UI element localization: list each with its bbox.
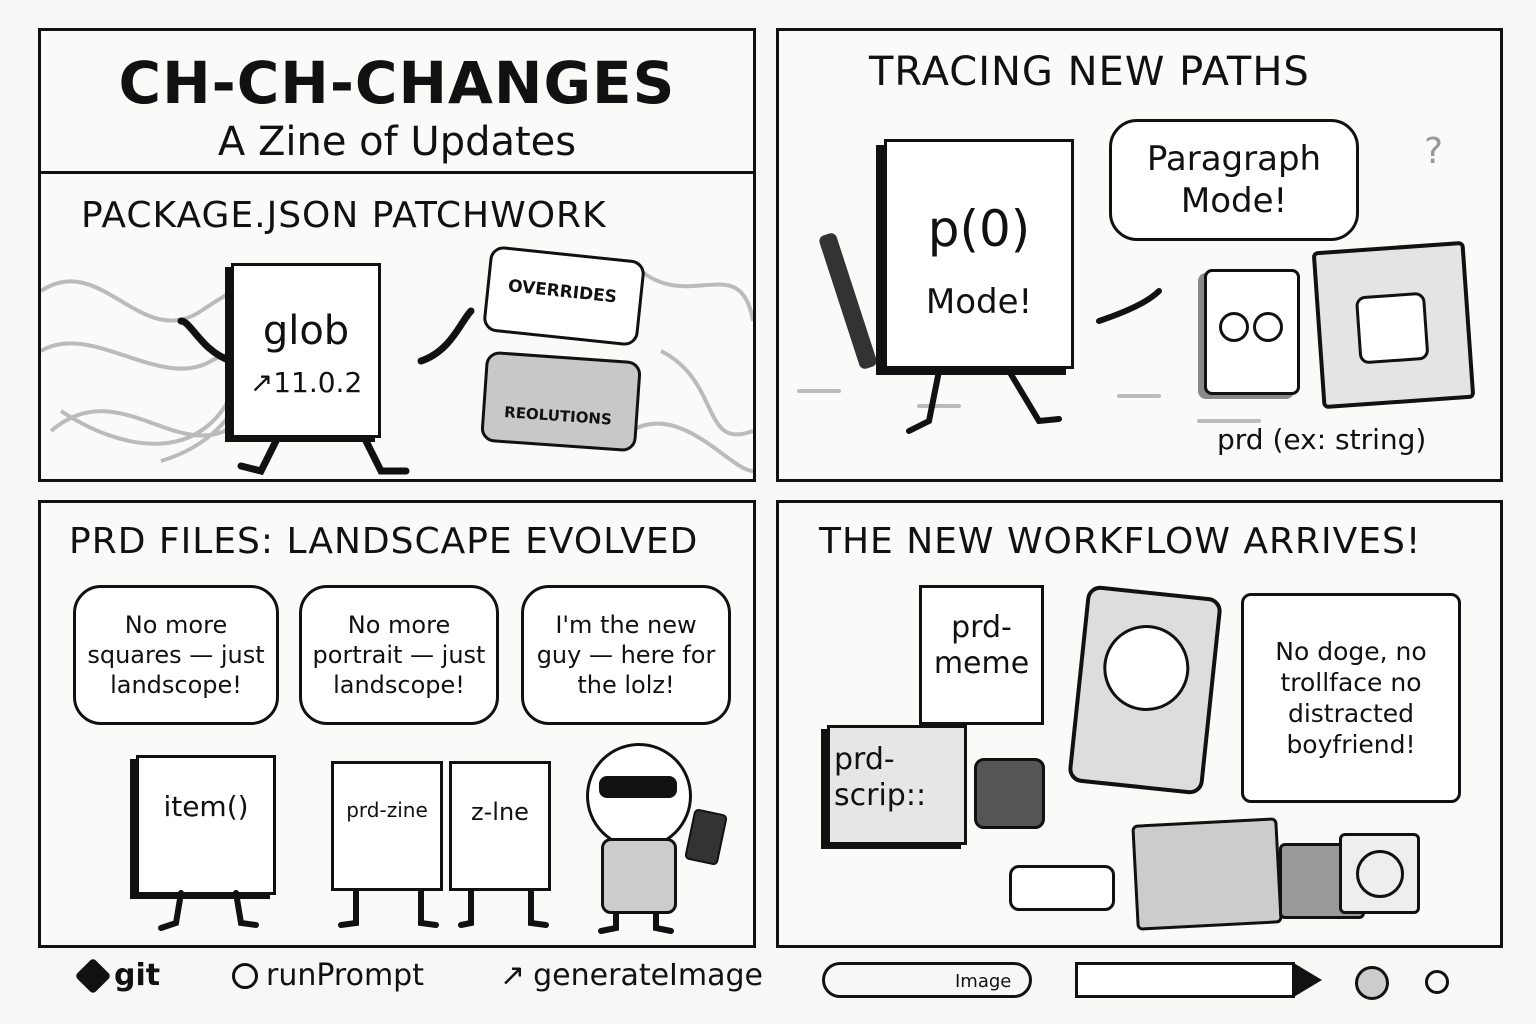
bubble-portrait: No more portrait — just landscope! xyxy=(299,585,499,725)
walker-legs xyxy=(906,288,1162,434)
progress-arrow xyxy=(1075,962,1295,998)
phone-icon xyxy=(683,808,729,866)
item-doc: item() xyxy=(136,755,276,895)
git-icon xyxy=(74,957,112,994)
arrow-tip-icon xyxy=(1292,962,1322,998)
generate-image-label: generateImage xyxy=(533,958,764,993)
image-capsule: Image xyxy=(822,962,1032,998)
panel-tracing: TRACING NEW PATHS p(0) Mode! Paragraph M… xyxy=(776,28,1503,482)
zine-title: CH-CH-CHANGES xyxy=(118,49,676,117)
frame-character xyxy=(1311,240,1476,410)
footer-git: git xyxy=(74,957,161,994)
pencil-icon xyxy=(817,231,879,371)
footer-run-prompt: runPrompt xyxy=(232,958,424,993)
prd-zine-doc-label: prd-zine xyxy=(346,798,428,822)
bird-icon xyxy=(1425,970,1449,994)
item-doc-label: item() xyxy=(163,790,249,823)
git-label: git xyxy=(114,958,161,993)
z-lne-doc-label: z-lne xyxy=(471,798,529,826)
phone-screen xyxy=(1067,584,1223,796)
path-dashes xyxy=(797,389,1261,423)
p0-doc: p(0) Mode! xyxy=(884,139,1074,369)
puzzle-reolutions: REOLUTIONS xyxy=(480,350,642,453)
question-mark: ? xyxy=(1424,131,1444,172)
zine-subtitle: A Zine of Updates xyxy=(217,119,577,165)
panel2-heading: TRACING NEW PATHS xyxy=(869,49,1310,95)
arrow-icon: ↗ xyxy=(500,958,526,993)
glob-doc: glob ↗11.0.2 xyxy=(231,263,381,438)
glob-doc-version: ↗11.0.2 xyxy=(249,366,363,399)
footer-generate-image: ↗ generateImage xyxy=(500,958,763,993)
prd-meme-note: prd- meme xyxy=(919,585,1044,725)
prd-meme-label: prd- meme xyxy=(933,610,1030,681)
sunglasses-icon xyxy=(599,776,677,798)
grin-face-icon xyxy=(1099,620,1194,716)
glob-doc-legs xyxy=(177,307,475,476)
panel3-heading: PRD FILES: LANDSCAPE EVOLVED xyxy=(69,521,699,562)
monkey-icon xyxy=(1355,966,1389,1000)
p0-doc-line1: p(0) xyxy=(927,200,1031,258)
sunglasses-guy-body xyxy=(601,838,677,914)
scroll-note: No doge, no trollface no distracted boyf… xyxy=(1241,593,1461,803)
bubble-new-guy: I'm the new guy — here for the lolz! xyxy=(521,585,731,725)
smiley-card xyxy=(1339,833,1420,914)
smiley-face-icon xyxy=(1356,850,1404,898)
speech-icon xyxy=(232,962,258,989)
landscape-card xyxy=(1131,817,1283,931)
panel4-heading: THE NEW WORKFLOW ARRIVES! xyxy=(819,521,1422,562)
sunglasses-guy-head xyxy=(586,743,692,849)
prd-script-label: prd- scrip:: xyxy=(834,742,927,813)
panel1-heading: PACKAGE.JSON PATCHWORK xyxy=(81,195,607,236)
bubble-squares: No more squares — just landscope! xyxy=(73,585,279,725)
p0-doc-line2: Mode! xyxy=(925,282,1033,322)
glob-doc-name: glob xyxy=(262,308,350,354)
prd-script-box: prd- scrip:: xyxy=(827,725,967,845)
title-divider xyxy=(41,171,753,174)
panel-title-package: CH-CH-CHANGES A Zine of Updates PACKAGE.… xyxy=(38,28,756,482)
glasses-character xyxy=(1204,269,1300,395)
puzzle-overrides-label: OVERRIDES xyxy=(507,276,618,308)
camera-icon xyxy=(974,758,1045,829)
prd-zine-doc: prd-zine xyxy=(331,761,443,891)
glasses-icon xyxy=(1219,312,1283,342)
image-label: Image xyxy=(955,971,1012,992)
panel-prd-files: PRD FILES: LANDSCAPE EVOLVED No more squ… xyxy=(38,500,756,948)
control-bar xyxy=(1009,865,1115,911)
prd-caption: prd (ex: string) xyxy=(1217,423,1427,456)
run-prompt-label: runPrompt xyxy=(266,958,424,993)
z-lne-doc: z-lne xyxy=(449,761,551,891)
puzzle-overrides: OVERRIDES xyxy=(481,245,647,347)
smiley-icon xyxy=(1354,291,1430,365)
paragraph-mode-bubble: Paragraph Mode! xyxy=(1109,119,1359,241)
panel-workflow: THE NEW WORKFLOW ARRIVES! prd- meme prd-… xyxy=(776,500,1503,948)
puzzle-reolutions-label: REOLUTIONS xyxy=(503,403,613,429)
